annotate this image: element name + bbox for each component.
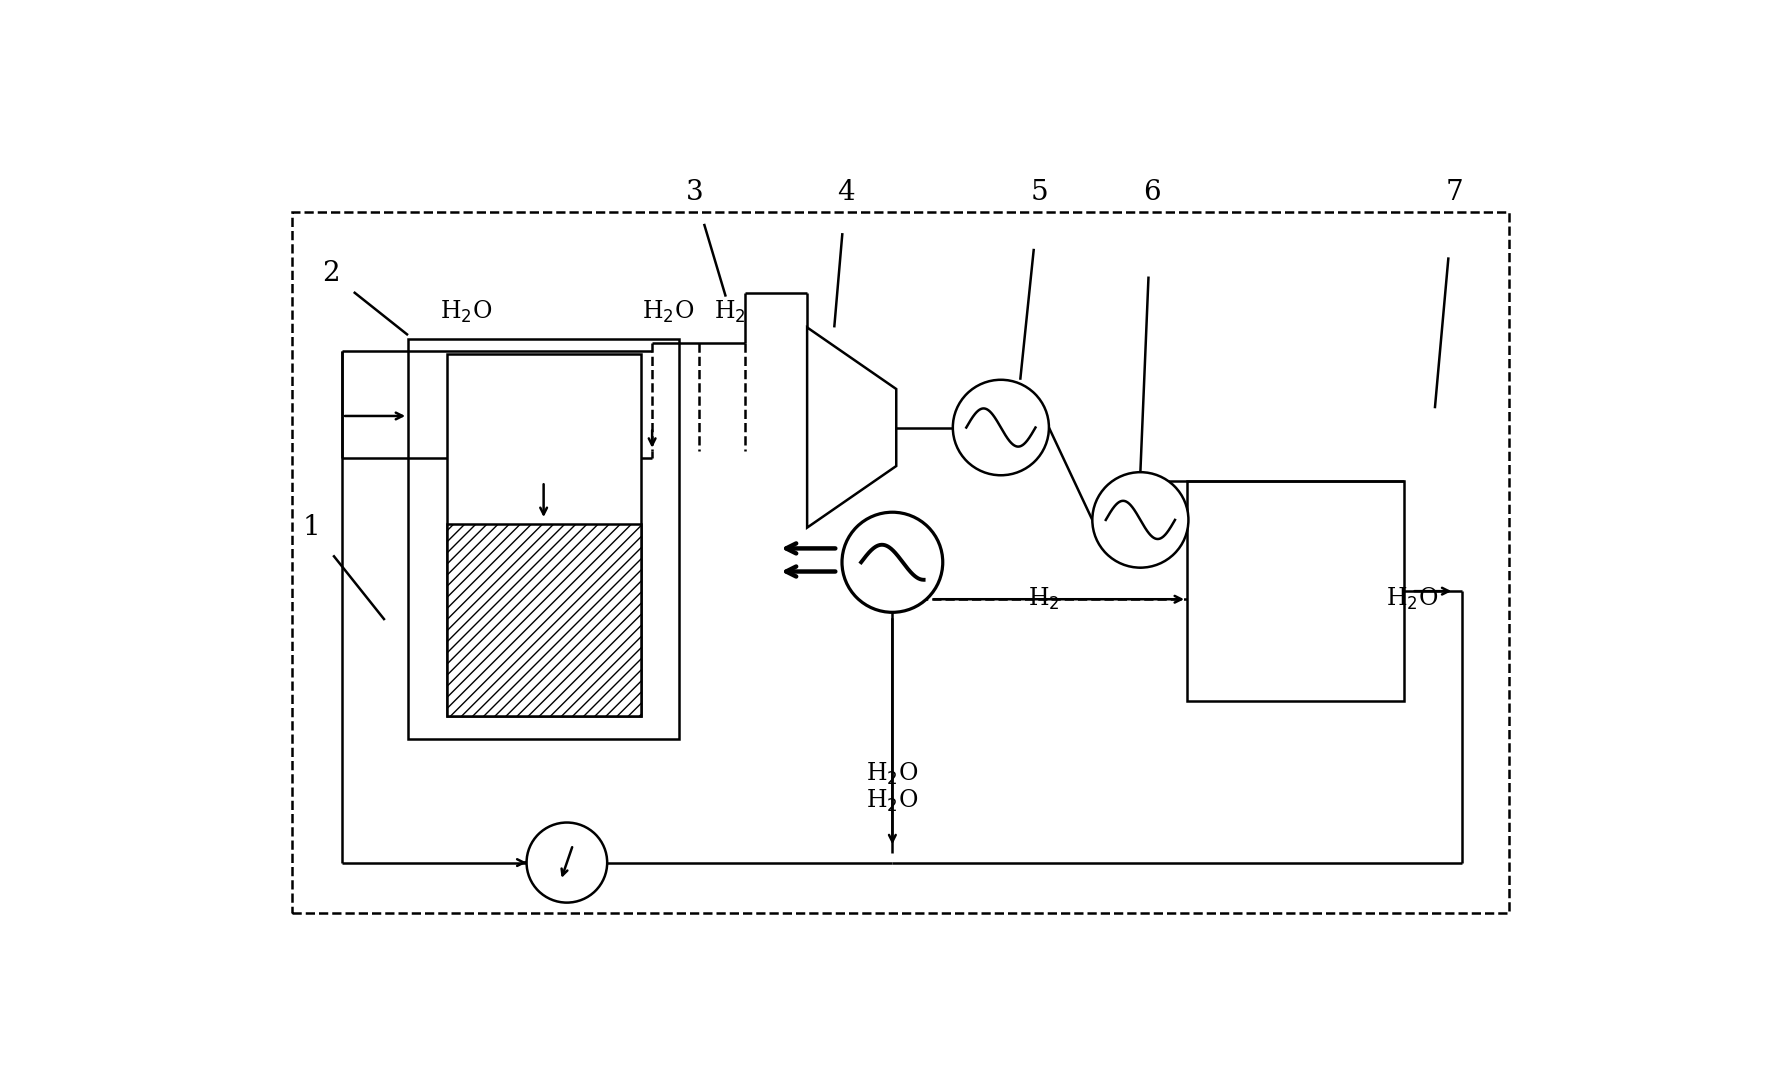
Circle shape [526, 823, 607, 902]
Bar [408, 339, 678, 739]
Text: H$_2$: H$_2$ [1028, 586, 1058, 613]
Text: H$_2$O: H$_2$O [641, 299, 694, 325]
Text: 5: 5 [1030, 179, 1048, 206]
Text: H$_2$O: H$_2$O [867, 761, 918, 788]
Circle shape [842, 512, 943, 613]
Polygon shape [806, 327, 897, 528]
Text: H$_2$O: H$_2$O [1385, 586, 1439, 613]
Text: H$_2$O: H$_2$O [440, 299, 492, 325]
Text: H$_2$O: H$_2$O [867, 788, 918, 814]
Text: 4: 4 [836, 179, 854, 206]
Text: 7: 7 [1446, 179, 1463, 206]
Bar [1186, 482, 1403, 701]
Text: 2: 2 [321, 260, 339, 286]
Text: H$_2$: H$_2$ [714, 299, 746, 325]
Bar [291, 212, 1508, 913]
Circle shape [954, 380, 1050, 475]
Circle shape [1092, 472, 1188, 568]
Bar [448, 524, 641, 717]
Bar [448, 354, 641, 717]
Text: 1: 1 [302, 514, 320, 541]
Text: 6: 6 [1144, 179, 1162, 206]
Text: 3: 3 [686, 179, 703, 206]
